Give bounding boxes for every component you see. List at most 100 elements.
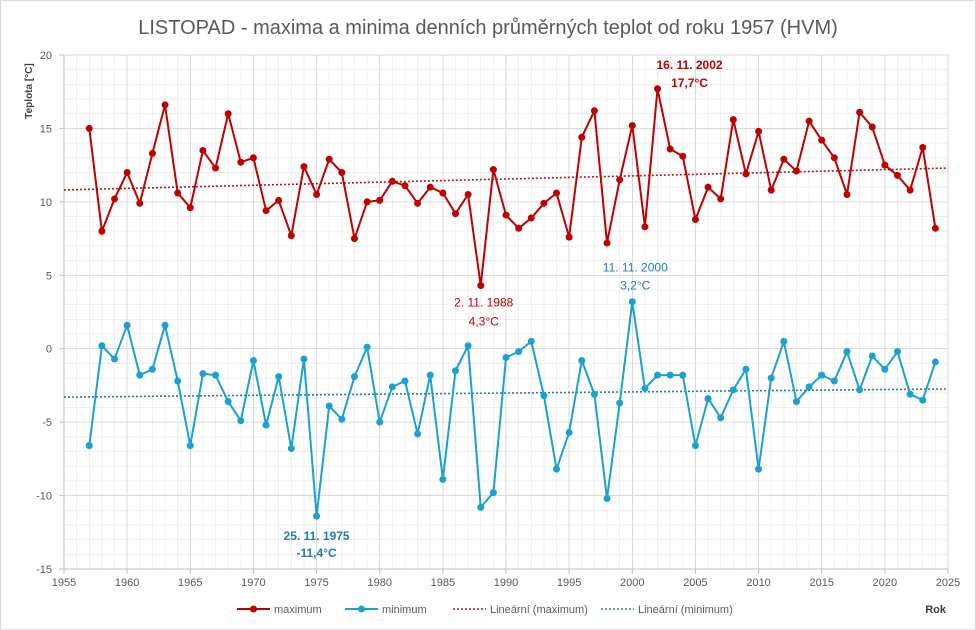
y-tick-label: 15 bbox=[40, 123, 52, 135]
data-point-minimum-1962 bbox=[148, 365, 156, 373]
data-point-maximum-1979 bbox=[363, 198, 371, 206]
data-point-maximum-1992 bbox=[527, 214, 535, 222]
data-point-maximum-2003 bbox=[666, 145, 674, 153]
data-point-maximum-2012 bbox=[780, 155, 788, 163]
data-point-minimum-2003 bbox=[666, 371, 674, 379]
data-point-minimum-1978 bbox=[350, 373, 358, 381]
annotation-value: 17,7°C bbox=[671, 76, 708, 90]
annotation-date: 11. 11. 2000 bbox=[603, 261, 668, 275]
data-point-minimum-2009 bbox=[742, 365, 750, 373]
data-point-minimum-1991 bbox=[515, 348, 523, 356]
annotation-date: 16. 11. 2002 bbox=[657, 58, 723, 72]
data-point-minimum-1968 bbox=[224, 398, 232, 406]
data-point-minimum-2000 bbox=[628, 298, 636, 306]
data-point-maximum-2009 bbox=[742, 170, 750, 178]
data-point-maximum-2005 bbox=[691, 215, 699, 223]
data-point-maximum-1989 bbox=[489, 166, 497, 174]
data-point-maximum-2002 bbox=[654, 85, 662, 93]
data-point-maximum-1975 bbox=[313, 191, 321, 199]
gridlines bbox=[63, 54, 949, 570]
data-point-minimum-1967 bbox=[212, 371, 220, 379]
data-point-maximum-2007 bbox=[717, 195, 725, 203]
data-point-maximum-1974 bbox=[300, 163, 308, 171]
data-point-minimum-1975 bbox=[313, 512, 321, 520]
data-point-maximum-1965 bbox=[186, 204, 194, 212]
trendline-1 bbox=[63, 388, 949, 398]
data-point-maximum-1969 bbox=[237, 158, 245, 166]
data-series bbox=[85, 85, 939, 520]
y-tick-label: 10 bbox=[40, 197, 52, 209]
data-point-minimum-2006 bbox=[704, 395, 712, 403]
data-point-maximum-1994 bbox=[553, 189, 561, 197]
y-tick-label: -5 bbox=[42, 417, 52, 429]
legend-item: maximum bbox=[237, 604, 322, 616]
data-point-minimum-1982 bbox=[401, 377, 409, 385]
data-point-minimum-1990 bbox=[502, 354, 510, 362]
data-point-maximum-2023 bbox=[919, 144, 927, 152]
data-point-minimum-1998 bbox=[603, 495, 611, 503]
data-point-minimum-2001 bbox=[641, 384, 649, 392]
data-point-minimum-1999 bbox=[616, 399, 624, 407]
data-point-maximum-1971 bbox=[262, 207, 270, 215]
y-tick-label: 5 bbox=[46, 270, 52, 282]
y-tick-label: 20 bbox=[40, 50, 52, 62]
data-point-minimum-1961 bbox=[136, 371, 144, 379]
legend-label: Lineární (minimum) bbox=[638, 604, 733, 616]
annotation-value: 4,3°C bbox=[469, 315, 499, 329]
annotation-date: 2. 11. 1988 bbox=[454, 296, 513, 310]
data-point-maximum-1985 bbox=[439, 189, 447, 197]
data-point-minimum-2016 bbox=[830, 377, 838, 385]
data-point-maximum-1988 bbox=[477, 282, 485, 290]
data-point-minimum-1981 bbox=[388, 383, 396, 391]
data-point-maximum-2010 bbox=[755, 127, 763, 135]
data-point-minimum-1993 bbox=[540, 392, 548, 400]
data-point-maximum-1961 bbox=[136, 199, 144, 207]
data-point-maximum-2001 bbox=[641, 223, 649, 231]
data-point-minimum-1958 bbox=[98, 342, 106, 350]
data-point-maximum-2024 bbox=[931, 224, 939, 232]
data-point-minimum-1971 bbox=[262, 421, 270, 429]
data-point-maximum-1987 bbox=[464, 191, 472, 199]
data-point-minimum-2017 bbox=[843, 348, 851, 356]
data-point-maximum-1958 bbox=[98, 227, 106, 235]
data-point-maximum-2000 bbox=[628, 121, 636, 129]
data-point-maximum-1957 bbox=[85, 124, 93, 132]
data-point-maximum-1991 bbox=[515, 224, 523, 232]
data-point-minimum-1974 bbox=[300, 355, 308, 363]
data-point-minimum-2024 bbox=[931, 358, 939, 366]
data-point-minimum-2021 bbox=[893, 348, 901, 356]
data-point-maximum-1972 bbox=[275, 196, 283, 204]
data-point-maximum-1960 bbox=[123, 168, 131, 176]
legend-marker bbox=[250, 605, 257, 613]
data-point-minimum-1989 bbox=[489, 489, 497, 497]
y-tick-label: -15 bbox=[36, 564, 52, 576]
x-tick-label: 1965 bbox=[178, 577, 202, 589]
data-point-minimum-2002 bbox=[654, 371, 662, 379]
y-tick-label: -10 bbox=[36, 491, 52, 503]
data-point-minimum-1959 bbox=[111, 355, 119, 363]
data-point-maximum-1966 bbox=[199, 146, 207, 154]
x-tick-label: 2025 bbox=[936, 577, 960, 589]
data-point-maximum-2020 bbox=[881, 161, 889, 169]
data-point-minimum-1976 bbox=[325, 402, 333, 410]
chart-title: LISTOPAD - maxima a minima denních průmě… bbox=[138, 17, 838, 39]
x-tick-label: 2010 bbox=[746, 577, 770, 589]
data-point-minimum-2011 bbox=[767, 374, 775, 382]
trendlines bbox=[63, 167, 949, 398]
data-point-maximum-1967 bbox=[212, 164, 220, 172]
trendline-0 bbox=[63, 167, 949, 191]
data-point-minimum-1963 bbox=[161, 321, 169, 329]
data-point-maximum-2011 bbox=[767, 186, 775, 194]
data-point-maximum-2018 bbox=[856, 108, 864, 116]
data-point-minimum-2020 bbox=[881, 365, 889, 373]
data-point-minimum-2019 bbox=[868, 352, 876, 360]
annotation-value: 3,2°C bbox=[620, 279, 650, 293]
data-point-maximum-1999 bbox=[616, 176, 624, 184]
y-axis-title: Teplota [°C] bbox=[24, 63, 35, 118]
x-tick-label: 1985 bbox=[431, 577, 455, 589]
data-point-minimum-2004 bbox=[679, 371, 687, 379]
data-point-minimum-2014 bbox=[805, 383, 813, 391]
data-point-maximum-2006 bbox=[704, 183, 712, 191]
legend-item: Lineární (minimum) bbox=[601, 604, 733, 616]
